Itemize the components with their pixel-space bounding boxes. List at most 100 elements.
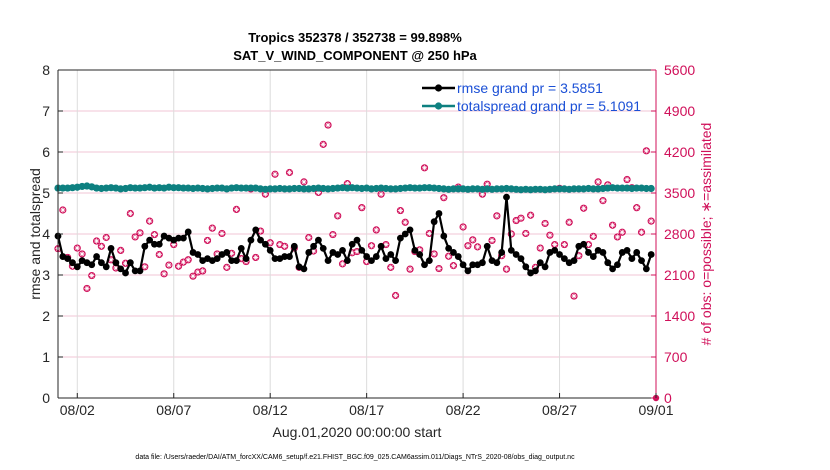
obs-marker-star xyxy=(335,213,341,219)
y-tick-label-right: 3500 xyxy=(664,185,695,201)
rmse-point xyxy=(416,251,424,258)
rmse-series xyxy=(54,193,655,277)
obs-marker-star xyxy=(127,210,133,217)
obs-marker-star xyxy=(513,217,519,224)
obs-marker-star xyxy=(306,234,312,241)
obs-marker-star xyxy=(325,122,331,128)
rmse-point xyxy=(69,259,76,267)
obs-marker-star xyxy=(200,268,206,274)
obs-marker-star xyxy=(185,257,191,263)
x-tick-label: 08/22 xyxy=(446,402,481,418)
rmse-point xyxy=(257,236,264,244)
obs-count-point xyxy=(565,218,573,226)
obs-count-point xyxy=(131,233,139,241)
rmse-point xyxy=(556,251,563,258)
obs-marker-star xyxy=(619,229,625,235)
rmse-point xyxy=(464,267,472,275)
obs-marker-star xyxy=(60,207,66,213)
obs-marker-star xyxy=(195,269,201,275)
rmse-point xyxy=(146,236,154,244)
obs-marker-star xyxy=(576,253,582,259)
obs-marker-star xyxy=(282,243,288,249)
rmse-point xyxy=(445,244,453,252)
obs-count-point xyxy=(401,218,409,226)
obs-marker-star xyxy=(339,261,346,267)
y-tick-label-left: 2 xyxy=(42,308,50,324)
obs-count-point xyxy=(541,219,549,228)
chart-title-line2: SAT_V_WIND_COMPONENT @ 250 hPa xyxy=(233,48,477,63)
rmse-point xyxy=(493,259,501,267)
x-axis-label: Aug.01,2020 00:00:00 start xyxy=(273,424,442,440)
obs-count-point xyxy=(469,236,477,244)
obs-count-point xyxy=(430,250,438,258)
obs-count-point xyxy=(445,252,453,260)
obs-count-point xyxy=(271,170,279,178)
rmse-point xyxy=(155,240,163,248)
grid xyxy=(58,70,656,398)
obs-marker-star xyxy=(638,229,645,235)
obs-marker-star xyxy=(378,191,384,197)
obs-marker-star xyxy=(89,272,95,279)
obs-marker-star xyxy=(229,250,235,256)
rmse-point xyxy=(401,230,409,238)
y-tick-label-right: 2100 xyxy=(664,267,695,283)
obs-marker-star xyxy=(436,265,442,272)
obs-marker-star xyxy=(156,251,162,258)
rmse-point xyxy=(541,263,549,271)
obs-marker-star xyxy=(175,263,182,269)
chart-title-line1: Tropics 352378 / 352738 = 99.898% xyxy=(248,30,462,45)
y-tick-label-right: 1400 xyxy=(664,308,695,324)
obs-count-point xyxy=(160,270,168,278)
obs-count-point xyxy=(329,230,337,239)
obs-count-point xyxy=(425,229,433,238)
rmse-point xyxy=(324,257,332,265)
obs-marker-star xyxy=(614,234,621,240)
obs-marker-star xyxy=(634,205,640,211)
obs-count-point xyxy=(117,246,125,254)
obs-marker-star xyxy=(209,225,215,231)
obs-marker-star xyxy=(93,238,100,244)
obs-count-point xyxy=(165,261,173,269)
rmse-point xyxy=(536,259,544,267)
legend-marker xyxy=(434,84,443,92)
obs-marker-star xyxy=(84,285,90,292)
obs-marker-star xyxy=(354,248,360,255)
rmse-point xyxy=(642,265,650,273)
obs-count-point xyxy=(464,242,472,250)
obs-count-point xyxy=(613,233,622,241)
rmse-point xyxy=(382,255,390,262)
rmse-point xyxy=(319,244,327,252)
obs-marker-star xyxy=(595,179,601,185)
obs-marker-star xyxy=(301,179,307,185)
obs-marker-star xyxy=(98,243,105,249)
y-tick-label-left: 7 xyxy=(42,103,50,119)
rmse-point xyxy=(459,261,467,269)
obs-count-point xyxy=(146,217,154,225)
obs-marker-star xyxy=(585,241,592,248)
rmse-point xyxy=(507,247,515,254)
axes xyxy=(57,69,657,399)
obs-count-point xyxy=(184,256,192,264)
obs-marker-star xyxy=(465,243,471,249)
y-tick-label-right: 2800 xyxy=(664,226,695,242)
rmse-point xyxy=(469,261,477,269)
rmse-point xyxy=(141,242,149,250)
rmse-point xyxy=(348,240,356,248)
rmse-point xyxy=(300,265,308,273)
obs-marker-star xyxy=(417,247,423,253)
obs-marker-star xyxy=(142,264,148,270)
obs-count-point xyxy=(633,204,641,212)
obs-count-point xyxy=(488,236,496,245)
legend-label: totalspread grand pr = 5.1091 xyxy=(457,98,641,114)
obs-marker-star xyxy=(132,234,138,240)
obs-count-point xyxy=(536,244,544,252)
obs-marker-star xyxy=(470,237,476,243)
rmse-point xyxy=(315,236,322,244)
rmse-point xyxy=(339,247,346,254)
rmse-point xyxy=(242,255,250,262)
obs-marker-star xyxy=(320,141,326,147)
legend-entry: rmse grand pr = 3.5851 xyxy=(422,80,603,96)
obs-marker-star xyxy=(190,273,196,279)
rmse-point xyxy=(421,261,428,269)
obs-marker-star xyxy=(561,241,567,248)
